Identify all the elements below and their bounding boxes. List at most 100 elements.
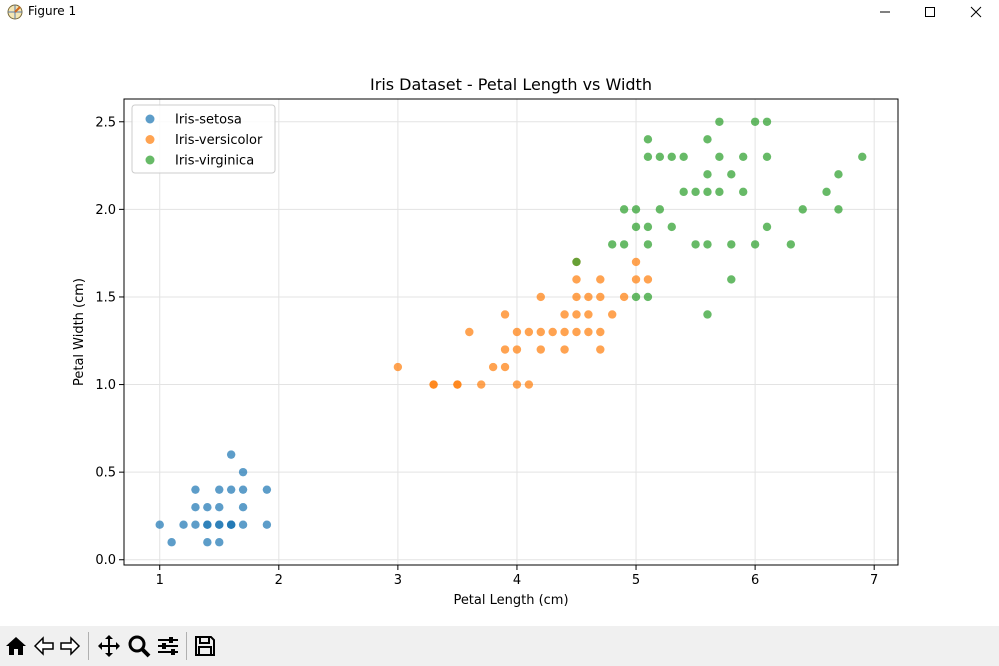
data-point — [512, 345, 522, 354]
data-point — [536, 327, 545, 337]
data-point — [191, 520, 200, 529]
data-point — [536, 292, 545, 302]
toolbar-separator — [186, 632, 187, 660]
data-point — [643, 275, 653, 284]
data-point — [226, 450, 236, 459]
data-point — [762, 117, 772, 126]
data-point — [584, 310, 593, 319]
data-point — [560, 327, 569, 337]
data-point — [703, 310, 712, 319]
close-button[interactable] — [953, 0, 999, 24]
data-point — [655, 152, 665, 162]
data-point — [691, 240, 700, 249]
legend-label: Iris-virginica — [175, 154, 254, 169]
data-point — [727, 240, 736, 249]
data-point — [215, 520, 224, 529]
data-point — [643, 222, 653, 232]
save-button[interactable] — [193, 634, 217, 658]
data-point — [584, 292, 593, 302]
chart-title: Iris Dataset - Petal Length vs Width — [370, 75, 652, 94]
data-point — [238, 485, 248, 494]
data-point — [596, 345, 605, 354]
maximize-button[interactable] — [907, 0, 953, 24]
x-tick-label: 1 — [156, 573, 164, 588]
title-bar: Figure 1 — [0, 0, 999, 25]
data-point — [727, 275, 736, 284]
minimize-button[interactable] — [862, 0, 908, 24]
data-point — [488, 362, 498, 372]
y-axis-label: Petal Width (cm) — [72, 278, 87, 386]
data-point — [703, 135, 712, 144]
data-point — [477, 380, 486, 389]
data-point — [608, 310, 617, 319]
data-point — [572, 292, 581, 302]
maximize-icon — [925, 7, 935, 17]
configure-subplots-button[interactable] — [156, 634, 180, 658]
x-tick-label: 4 — [513, 573, 521, 588]
data-point — [643, 240, 653, 249]
back-arrow-icon — [33, 636, 54, 656]
data-point — [500, 362, 510, 372]
configure-subplots-icon — [158, 637, 178, 655]
axes-frame — [123, 98, 899, 566]
data-point — [834, 170, 843, 179]
legend-marker — [145, 114, 155, 124]
data-point — [739, 152, 748, 162]
pan-button[interactable] — [97, 634, 121, 658]
close-icon — [970, 6, 982, 18]
legend-label: Iris-versicolor — [175, 133, 263, 148]
data-point — [679, 187, 688, 197]
x-axis-label: Petal Length (cm) — [453, 593, 568, 608]
data-point — [238, 502, 248, 512]
data-point — [619, 240, 629, 249]
data-point — [643, 152, 653, 162]
data-point — [512, 327, 522, 337]
forward-button[interactable] — [58, 634, 82, 658]
x-tick-label: 5 — [632, 573, 640, 588]
data-point — [226, 485, 236, 494]
data-point — [643, 292, 653, 302]
y-tick-label: 1.0 — [95, 378, 116, 393]
data-point — [524, 380, 534, 389]
save-icon — [195, 636, 215, 656]
data-point — [203, 538, 212, 547]
app-icon — [6, 3, 24, 21]
zoom-icon — [128, 635, 151, 658]
data-point — [500, 310, 510, 319]
back-button[interactable] — [32, 634, 56, 658]
data-point — [619, 205, 629, 214]
x-tick-label: 3 — [394, 573, 402, 588]
data-point — [167, 538, 176, 547]
navigation-toolbar — [0, 626, 999, 666]
data-point — [560, 310, 569, 319]
x-tick-label: 2 — [275, 573, 283, 588]
data-point — [715, 117, 724, 126]
data-points — [155, 117, 867, 547]
data-point — [203, 502, 212, 512]
x-tick-label: 6 — [751, 573, 759, 588]
scatter-chart: 1 2 3 4 5 6 7 0.0 0.5 1.0 1.5 2.0 2.5 Iris Dataset … — [72, 75, 899, 608]
data-point — [619, 292, 629, 302]
home-button[interactable] — [4, 634, 28, 658]
figure-canvas[interactable]: 1 2 3 4 5 6 7 0.0 0.5 1.0 1.5 2.0 2.5 Iris Dataset … — [0, 24, 999, 626]
data-point — [584, 327, 593, 337]
data-point — [548, 327, 557, 337]
data-point — [679, 152, 688, 162]
data-point — [453, 380, 462, 389]
zoom-button[interactable] — [127, 634, 151, 658]
data-point — [262, 520, 272, 529]
data-point — [798, 205, 807, 214]
data-point — [703, 240, 712, 249]
data-point — [500, 345, 510, 354]
data-point — [179, 520, 188, 529]
data-point — [715, 152, 724, 162]
x-tick-label: 7 — [870, 573, 878, 588]
y-tick-label: 2.0 — [95, 203, 116, 218]
data-point — [739, 187, 748, 197]
data-point — [631, 292, 641, 302]
data-point — [703, 187, 712, 197]
data-point — [572, 275, 581, 284]
data-point — [155, 520, 164, 529]
data-point — [822, 187, 831, 197]
data-point — [572, 327, 581, 337]
